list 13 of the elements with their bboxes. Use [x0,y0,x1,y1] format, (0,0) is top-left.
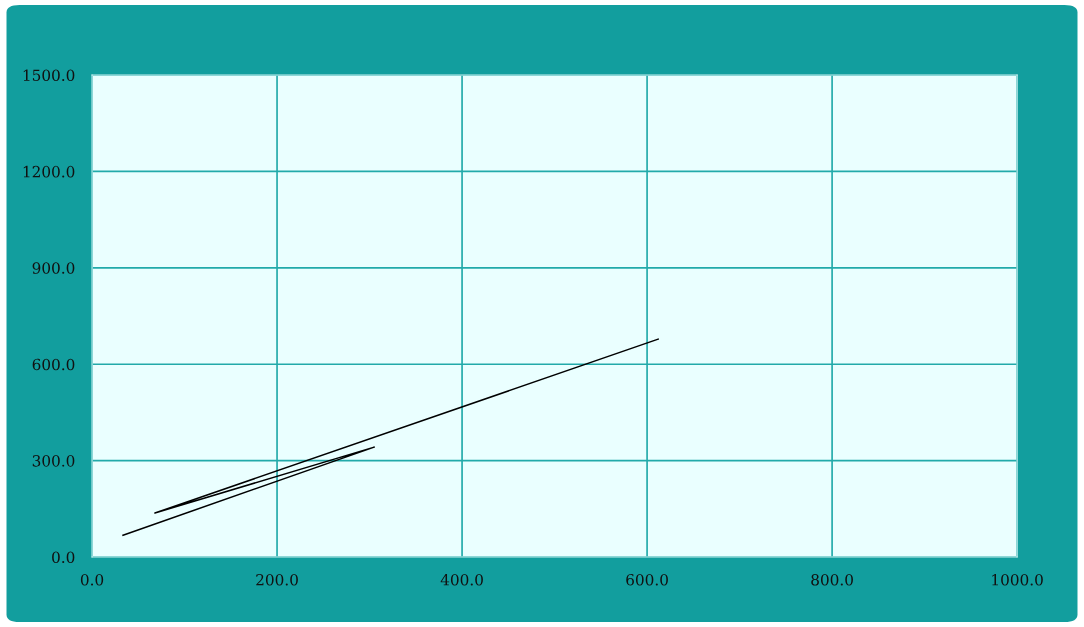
x-tick-label: 800.0 [811,573,853,586]
y-tick-label: 1500.0 [23,69,75,82]
x-tick-label: 0.0 [80,573,104,586]
x-tick-label: 600.0 [626,573,668,586]
y-tick-label: 0.0 [52,551,75,564]
y-tick-label: 1200.0 [23,165,75,178]
y-tick-label: 900.0 [32,262,75,274]
line-series [122,338,659,536]
x-tick-label: 400.0 [440,573,483,586]
y-tick-label: 600.0 [32,358,75,371]
y-tick-label: 300.0 [32,455,75,467]
x-tick-label: 1000.0 [992,573,1043,586]
x-tick-label: 200.0 [256,573,298,586]
